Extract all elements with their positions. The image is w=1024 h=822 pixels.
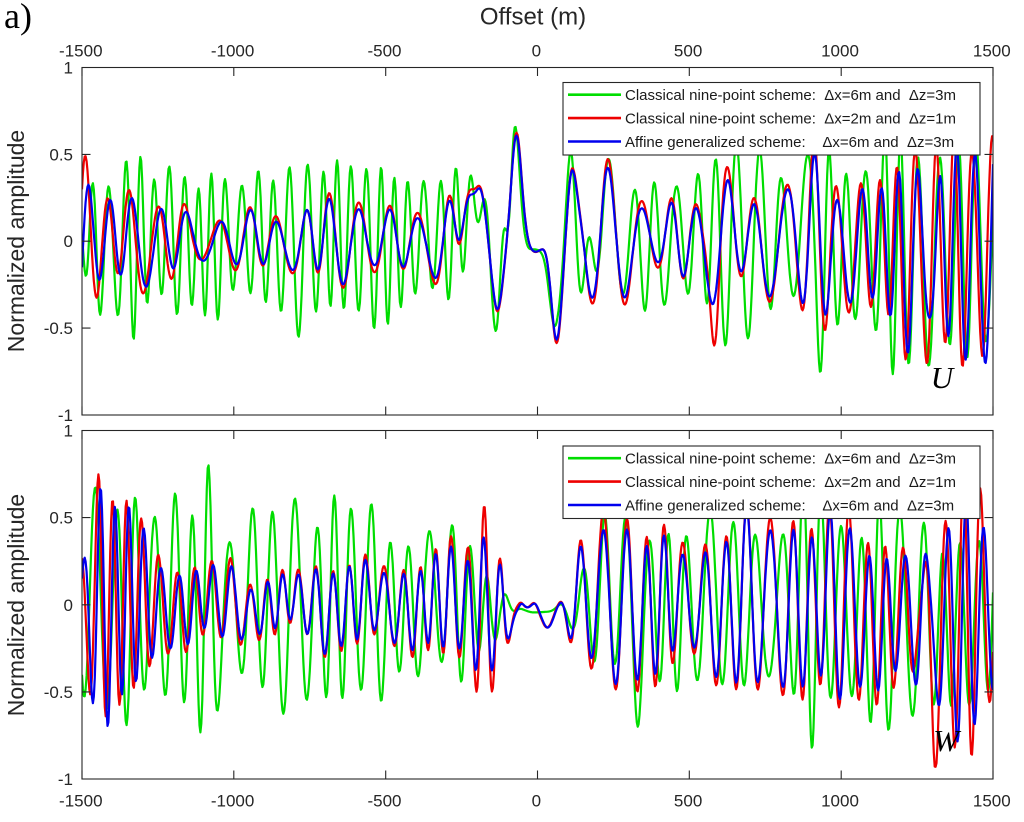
svg-text:Classical nine-point scheme:: Classical nine-point scheme: Δx=2m and Δ…: [625, 474, 956, 491]
svg-text:0.5: 0.5: [49, 509, 73, 528]
svg-text:Classical nine-point scheme:: Classical nine-point scheme: Δx=6m and Δ…: [625, 451, 956, 468]
svg-text:500: 500: [674, 792, 702, 811]
svg-text:Normalized amplitude: Normalized amplitude: [3, 130, 29, 352]
svg-text:-1500: -1500: [59, 42, 102, 61]
svg-text:Classical nine-point scheme:: Classical nine-point scheme: Δx=6m and Δ…: [625, 87, 956, 104]
svg-text:1500: 1500: [973, 42, 1011, 61]
svg-text:1: 1: [64, 59, 73, 78]
svg-text:Normalized amplitude: Normalized amplitude: [3, 494, 29, 716]
svg-text:1: 1: [64, 422, 73, 441]
svg-text:500: 500: [674, 42, 702, 61]
svg-text:1000: 1000: [821, 42, 859, 61]
svg-text:0: 0: [532, 792, 541, 811]
svg-text:0: 0: [64, 232, 73, 251]
svg-text:W: W: [933, 723, 962, 758]
svg-text:Classical nine-point scheme:: Classical nine-point scheme: Δx=2m and Δ…: [625, 111, 956, 128]
svg-text:-500: -500: [367, 792, 401, 811]
svg-text:-1000: -1000: [211, 42, 254, 61]
svg-text:-500: -500: [367, 42, 401, 61]
svg-text:0: 0: [532, 42, 541, 61]
svg-text:0: 0: [64, 596, 73, 615]
svg-text:U: U: [931, 360, 956, 395]
svg-text:-1000: -1000: [211, 792, 254, 811]
svg-text:a): a): [4, 0, 32, 36]
svg-text:1500: 1500: [973, 792, 1011, 811]
svg-text:-0.5: -0.5: [44, 683, 73, 702]
svg-text:-1500: -1500: [59, 792, 102, 811]
svg-text:Affine generalized scheme:: Affine generalized scheme: Δx=6m and Δz=…: [625, 497, 954, 514]
svg-text:-1: -1: [58, 406, 73, 425]
svg-text:Offset (m): Offset (m): [480, 4, 586, 31]
svg-text:-1: -1: [58, 770, 73, 789]
svg-text:0.5: 0.5: [49, 145, 73, 164]
svg-text:1000: 1000: [821, 792, 859, 811]
svg-text:Affine generalized scheme:: Affine generalized scheme: Δx=6m and Δz=…: [625, 134, 954, 151]
svg-text:-0.5: -0.5: [44, 319, 73, 338]
